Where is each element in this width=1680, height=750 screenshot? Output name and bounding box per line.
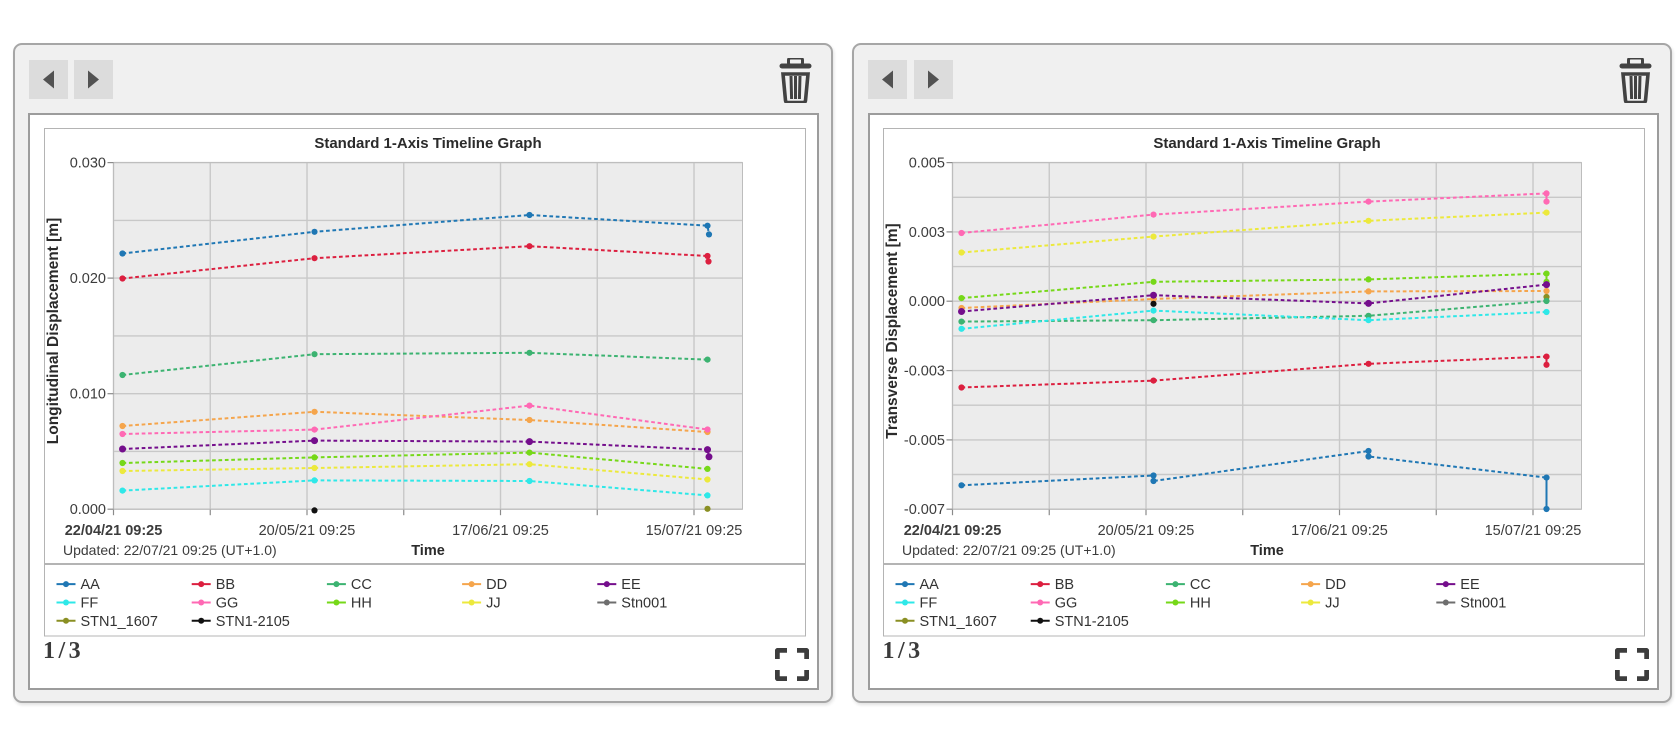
svg-text:Updated: 22/07/21 09:25 (UT+1.: Updated: 22/07/21 09:25 (UT+1.0) [902, 542, 1116, 558]
svg-text:Stn001: Stn001 [1460, 596, 1506, 612]
svg-text:JJ: JJ [1325, 596, 1340, 612]
svg-text:AA: AA [920, 577, 940, 593]
svg-text:0.000: 0.000 [909, 294, 945, 310]
svg-text:Time: Time [411, 543, 445, 559]
svg-text:Longitudinal Displacement [m]: Longitudinal Displacement [m] [45, 218, 62, 444]
svg-text:15/07/21 09:25: 15/07/21 09:25 [1485, 523, 1582, 539]
svg-text:JJ: JJ [486, 596, 501, 612]
svg-text:22/04/21 09:25: 22/04/21 09:25 [64, 523, 162, 539]
svg-text:AA: AA [80, 577, 100, 593]
svg-text:0.010: 0.010 [69, 387, 105, 403]
svg-text:Stn001: Stn001 [621, 596, 667, 612]
svg-text:-0.007: -0.007 [904, 502, 945, 518]
svg-text:Standard 1-Axis Timeline Graph: Standard 1-Axis Timeline Graph [314, 135, 541, 152]
svg-text:STN1_1607: STN1_1607 [80, 614, 157, 630]
svg-text:BB: BB [215, 577, 234, 593]
svg-text:BB: BB [1055, 577, 1074, 593]
svg-text:FF: FF [920, 596, 938, 612]
svg-text:17/06/21 09:25: 17/06/21 09:25 [452, 523, 549, 539]
svg-text:GG: GG [1055, 596, 1078, 612]
svg-text:Time: Time [1250, 543, 1284, 559]
svg-text:FF: FF [80, 596, 98, 612]
svg-text:HH: HH [1190, 596, 1211, 612]
svg-text:22/04/21 09:25: 22/04/21 09:25 [904, 523, 1002, 539]
svg-text:0.005: 0.005 [909, 156, 945, 172]
svg-text:CC: CC [350, 577, 371, 593]
svg-text:EE: EE [1460, 577, 1480, 593]
svg-text:-0.003: -0.003 [904, 364, 945, 380]
svg-text:STN1-2105: STN1-2105 [215, 614, 289, 630]
svg-text:EE: EE [621, 577, 641, 593]
svg-text:DD: DD [486, 577, 507, 593]
svg-text:HH: HH [350, 596, 371, 612]
svg-text:DD: DD [1325, 577, 1346, 593]
svg-text:20/05/21 09:25: 20/05/21 09:25 [258, 523, 355, 539]
svg-text:GG: GG [215, 596, 238, 612]
svg-text:Transverse Displacement [m]: Transverse Displacement [m] [884, 223, 901, 438]
svg-text:0.003: 0.003 [909, 225, 945, 241]
svg-text:STN1_1607: STN1_1607 [920, 614, 997, 630]
svg-text:STN1-2105: STN1-2105 [1055, 614, 1129, 630]
svg-text:20/05/21 09:25: 20/05/21 09:25 [1098, 523, 1195, 539]
svg-text:0.020: 0.020 [69, 271, 105, 287]
svg-text:Standard 1-Axis Timeline Graph: Standard 1-Axis Timeline Graph [1153, 135, 1380, 152]
svg-text:Updated: 22/07/21 09:25 (UT+1.: Updated: 22/07/21 09:25 (UT+1.0) [63, 542, 277, 558]
svg-text:CC: CC [1190, 577, 1211, 593]
svg-text:17/06/21 09:25: 17/06/21 09:25 [1291, 523, 1388, 539]
svg-text:0.000: 0.000 [69, 502, 105, 518]
svg-text:15/07/21 09:25: 15/07/21 09:25 [645, 523, 742, 539]
svg-text:0.030: 0.030 [69, 156, 105, 172]
svg-text:-0.005: -0.005 [904, 433, 945, 449]
